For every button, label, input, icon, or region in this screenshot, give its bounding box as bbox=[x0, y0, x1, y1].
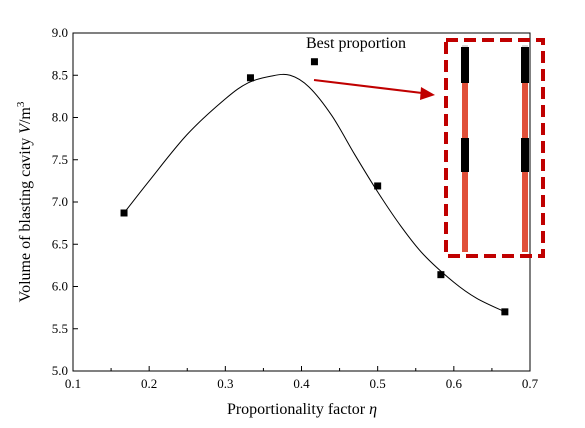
data-point bbox=[437, 271, 445, 279]
y-axis-title: Volume of blasting cavity V/m3 bbox=[15, 101, 34, 302]
data-points bbox=[120, 58, 509, 316]
data-point bbox=[310, 58, 318, 66]
y-tick-label: 7.0 bbox=[52, 194, 68, 209]
data-point bbox=[501, 308, 509, 316]
stemming-segment bbox=[461, 47, 469, 83]
y-tick-label: 8.0 bbox=[52, 110, 68, 125]
annotation-arrowhead bbox=[420, 87, 435, 100]
data-point bbox=[120, 209, 128, 217]
x-axis-title: Proportionality factor η bbox=[227, 401, 377, 418]
stemming-segment bbox=[521, 138, 529, 172]
y-tick-label: 6.5 bbox=[52, 236, 68, 251]
annotation-label: Best proportion bbox=[306, 35, 406, 52]
x-tick-label: 0.2 bbox=[141, 376, 157, 391]
x-tick-label: 0.1 bbox=[65, 376, 81, 391]
fit-curve bbox=[123, 73, 506, 313]
annotation-arrow bbox=[313, 79, 423, 94]
x-tick-label: 0.4 bbox=[293, 376, 310, 391]
x-tick-label: 0.3 bbox=[217, 376, 233, 391]
data-point bbox=[246, 74, 254, 82]
x-ticks: 0.1 0.2 0.3 0.4 0.5 0.6 0.7 bbox=[65, 366, 539, 391]
charge-column-right bbox=[521, 45, 529, 252]
charge-segment bbox=[522, 83, 528, 138]
y-tick-label: 7.5 bbox=[52, 152, 68, 167]
x-tick-label: 0.5 bbox=[370, 376, 386, 391]
inset-dashed-box bbox=[444, 38, 545, 258]
y-ticks: 5.0 5.5 6.0 6.5 7.0 7.5 8.0 8.5 9.0 bbox=[52, 25, 78, 378]
y-tick-label: 9.0 bbox=[52, 25, 68, 40]
charge-segment bbox=[522, 172, 528, 252]
charge-column-left bbox=[461, 45, 469, 252]
data-point bbox=[374, 182, 382, 190]
y-tick-label: 5.0 bbox=[52, 363, 68, 378]
x-tick-label: 0.6 bbox=[446, 376, 463, 391]
y-tick-label: 5.5 bbox=[52, 321, 68, 336]
x-tick-label: 0.7 bbox=[522, 376, 539, 391]
charge-segment bbox=[462, 83, 468, 138]
inset-charge-structure bbox=[444, 38, 545, 258]
plot-frame bbox=[72, 32, 531, 372]
y-tick-label: 8.5 bbox=[52, 67, 68, 82]
y-tick-label: 6.0 bbox=[52, 279, 68, 294]
charge-segment bbox=[462, 172, 468, 252]
stemming-segment bbox=[521, 47, 529, 83]
stemming-segment bbox=[461, 138, 469, 172]
